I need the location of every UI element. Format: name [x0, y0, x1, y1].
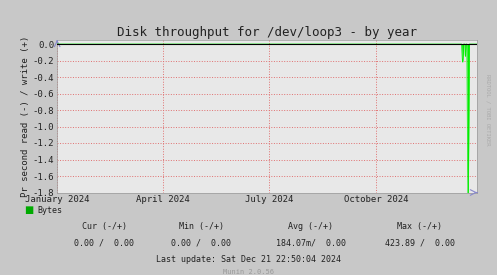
- Text: Cur (-/+): Cur (-/+): [82, 222, 127, 231]
- Text: 423.89 /  0.00: 423.89 / 0.00: [385, 239, 455, 248]
- Text: Max (-/+): Max (-/+): [398, 222, 442, 231]
- Text: RRDTOOL / TOBI OETIKER: RRDTOOL / TOBI OETIKER: [486, 74, 491, 146]
- Title: Disk throughput for /dev/loop3 - by year: Disk throughput for /dev/loop3 - by year: [117, 26, 417, 39]
- Text: Bytes: Bytes: [37, 206, 62, 215]
- Text: 184.07m/  0.00: 184.07m/ 0.00: [276, 239, 345, 248]
- Text: ■: ■: [24, 205, 33, 215]
- Text: Min (-/+): Min (-/+): [179, 222, 224, 231]
- Text: Avg (-/+): Avg (-/+): [288, 222, 333, 231]
- Y-axis label: Pr second read (-) / write (+): Pr second read (-) / write (+): [21, 35, 30, 197]
- Text: 0.00 /  0.00: 0.00 / 0.00: [171, 239, 231, 248]
- Text: Munin 2.0.56: Munin 2.0.56: [223, 269, 274, 275]
- Text: 0.00 /  0.00: 0.00 / 0.00: [75, 239, 134, 248]
- Text: Last update: Sat Dec 21 22:50:04 2024: Last update: Sat Dec 21 22:50:04 2024: [156, 255, 341, 263]
